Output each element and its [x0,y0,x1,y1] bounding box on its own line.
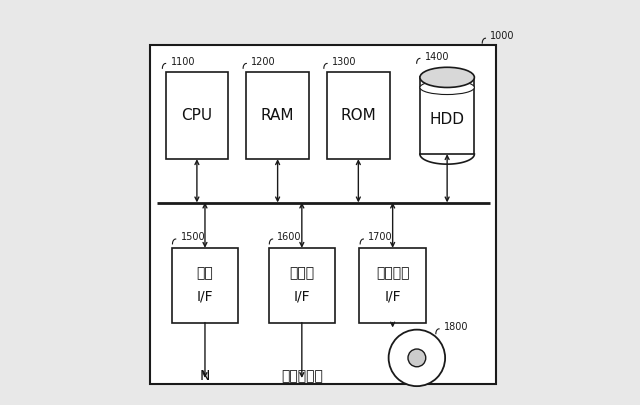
Text: ROM: ROM [340,108,376,123]
Text: CPU: CPU [181,108,212,123]
Bar [327,72,390,159]
Bar [359,248,426,322]
Text: 1400: 1400 [425,52,449,62]
Text: メディア: メディア [376,266,410,280]
Text: I/F: I/F [294,290,310,303]
Bar [420,77,474,154]
Circle shape [408,349,426,367]
Text: 通信: 通信 [196,266,213,280]
Text: 1500: 1500 [180,232,205,242]
Ellipse shape [420,67,474,87]
Text: 入出力: 入出力 [289,266,314,280]
Text: HDD: HDD [429,112,465,127]
Text: 1600: 1600 [277,232,302,242]
Bar [246,72,309,159]
Circle shape [388,330,445,386]
Text: RAM: RAM [261,108,294,123]
Bar [166,72,228,159]
Text: 入出力装置: 入出力装置 [281,369,323,383]
Text: 1100: 1100 [170,57,195,67]
Text: 1300: 1300 [332,57,356,67]
Text: I/F: I/F [385,290,401,303]
Text: 1000: 1000 [490,32,515,41]
Bar [269,248,335,322]
Bar [150,45,495,384]
Ellipse shape [420,81,474,94]
Text: N: N [200,369,210,383]
Text: 1200: 1200 [251,57,276,67]
Text: 1800: 1800 [444,322,468,332]
Text: I/F: I/F [196,290,213,303]
Bar [172,248,238,322]
Text: 1700: 1700 [368,232,393,242]
